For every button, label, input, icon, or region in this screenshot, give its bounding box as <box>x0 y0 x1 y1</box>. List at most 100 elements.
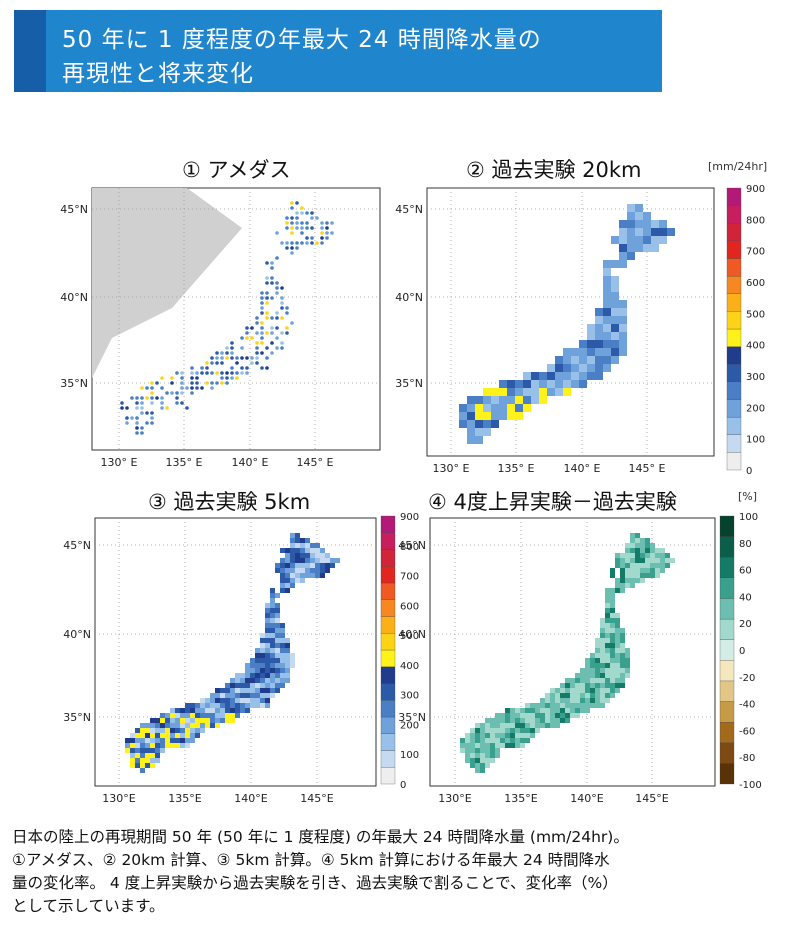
data-cell <box>300 548 305 553</box>
data-cell <box>260 698 265 703</box>
data-cell <box>475 738 480 743</box>
data-cell <box>275 663 280 668</box>
data-cell <box>595 348 603 356</box>
data-cell <box>620 558 625 563</box>
data-cell <box>650 543 655 548</box>
data-cell <box>230 341 234 345</box>
data-cell <box>505 718 510 723</box>
data-cell <box>470 728 475 733</box>
data-cell <box>520 713 525 718</box>
data-cell <box>550 713 555 718</box>
data-cell <box>225 703 230 708</box>
data-cell <box>550 703 555 708</box>
data-cell <box>483 404 491 412</box>
data-cell <box>230 693 235 698</box>
data-cell <box>515 723 520 728</box>
data-cell <box>555 698 560 703</box>
data-cell <box>235 703 240 708</box>
data-cell <box>290 221 294 225</box>
data-cell <box>160 718 165 723</box>
data-cell <box>615 683 620 688</box>
lon-tick-label: 145°E <box>300 792 333 805</box>
data-cell <box>605 663 610 668</box>
data-cell <box>555 372 563 380</box>
data-cell <box>265 613 270 618</box>
data-cell <box>590 703 595 708</box>
header-title-line2: 再現性と将来変化 <box>62 61 254 87</box>
data-cell <box>275 638 280 643</box>
data-cell <box>320 563 325 568</box>
data-cell <box>615 563 620 568</box>
data-cell <box>500 743 505 748</box>
data-cell <box>475 758 480 763</box>
data-cell <box>255 678 260 683</box>
data-cell <box>285 573 290 578</box>
data-cell <box>290 568 295 573</box>
data-cell <box>245 693 250 698</box>
data-cell <box>235 356 239 360</box>
data-cell <box>270 261 274 265</box>
data-cell <box>640 538 645 543</box>
data-cell <box>260 301 264 305</box>
data-cell <box>175 391 179 395</box>
data-cell <box>625 578 630 583</box>
data-cell <box>140 748 145 753</box>
data-cell <box>625 663 630 668</box>
data-cell <box>270 673 275 678</box>
colorbar-tick-label: -20 <box>739 673 755 684</box>
data-cell <box>510 718 515 723</box>
data-cell <box>605 618 610 623</box>
data-cell <box>255 698 260 703</box>
data-cell <box>483 396 491 404</box>
data-cell <box>491 420 499 428</box>
data-cell <box>619 332 627 340</box>
data-cell <box>255 693 260 698</box>
colorbar-tick-label: 500 <box>746 309 765 320</box>
data-cell <box>205 718 210 723</box>
colorbar-swatch <box>726 293 742 312</box>
data-cell <box>467 420 475 428</box>
data-cell <box>325 236 329 240</box>
data-cell <box>585 683 590 688</box>
data-cell <box>491 396 499 404</box>
data-cell <box>295 563 300 568</box>
data-cell <box>255 361 259 365</box>
data-cell <box>310 558 315 563</box>
data-cell <box>520 733 525 738</box>
data-cell <box>280 678 285 683</box>
data-cell <box>185 738 190 743</box>
data-cell <box>230 713 235 718</box>
data-cell <box>545 708 550 713</box>
colorbar-tick-label: 600 <box>746 278 765 289</box>
colorbar-swatch <box>726 346 742 365</box>
data-cell <box>170 381 174 385</box>
data-cell <box>165 723 170 728</box>
data-cell <box>610 678 615 683</box>
data-cell <box>235 688 240 693</box>
data-cell <box>620 653 625 658</box>
data-cell <box>580 698 585 703</box>
data-cell <box>280 346 284 350</box>
colorbar-swatch <box>726 205 742 224</box>
data-cell <box>140 768 145 773</box>
data-cell <box>475 396 483 404</box>
data-cell <box>655 553 660 558</box>
data-cell <box>540 723 545 728</box>
data-cell <box>195 376 199 380</box>
data-cell <box>651 244 659 252</box>
data-cell <box>600 653 605 658</box>
data-cell <box>619 244 627 252</box>
data-cell <box>651 220 659 228</box>
data-cell <box>260 341 264 345</box>
caption-line: 量の変化率。 4 度上昇実験から過去実験を引き、過去実験で割ることで、変化率（%… <box>12 874 618 892</box>
data-cell <box>539 380 547 388</box>
data-cell <box>515 718 520 723</box>
data-cell <box>135 416 139 420</box>
data-cell <box>155 733 160 738</box>
data-cell <box>467 412 475 420</box>
data-cell <box>507 404 515 412</box>
data-cell <box>595 372 603 380</box>
data-cell <box>515 743 520 748</box>
data-cell <box>180 713 185 718</box>
data-cell <box>660 568 665 573</box>
